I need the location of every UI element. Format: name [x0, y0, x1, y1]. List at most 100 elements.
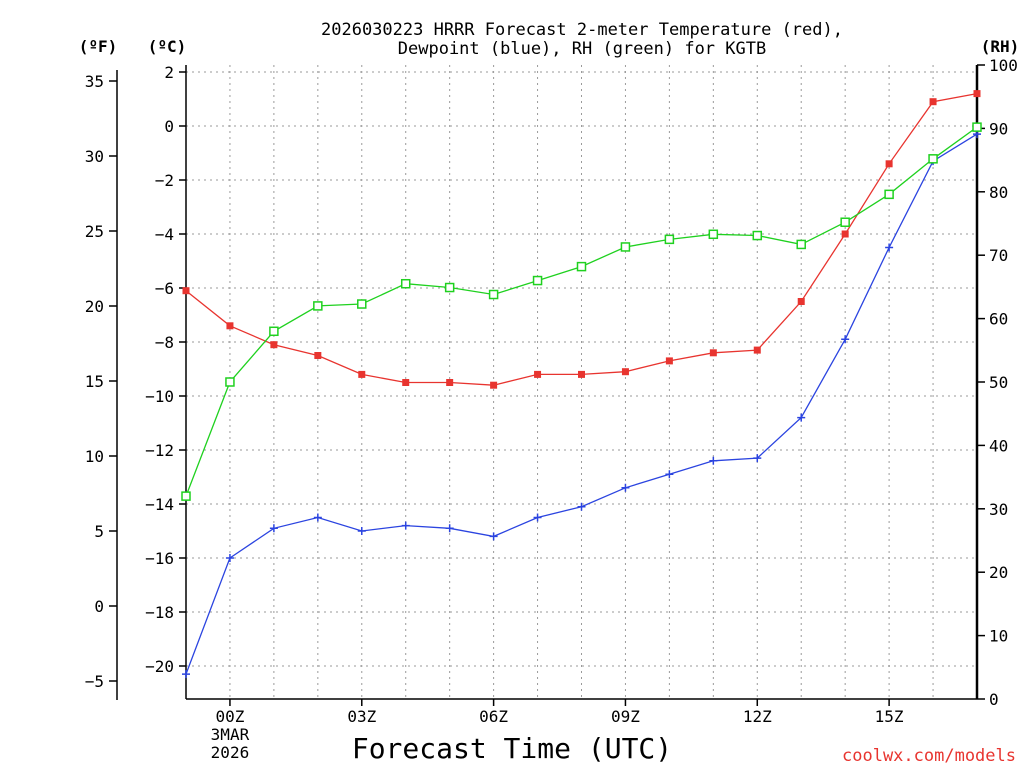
temperature-point — [841, 230, 849, 238]
dewpoint-point — [709, 456, 718, 465]
temperature-point — [226, 322, 234, 330]
rh-tick-label: 30 — [989, 500, 1008, 519]
rh-point — [840, 217, 850, 227]
temperature-point — [182, 287, 190, 295]
dewpoint-point — [885, 243, 894, 252]
fahrenheit-tick-label: 25 — [85, 222, 104, 241]
temperature-point — [534, 370, 542, 378]
dewpoint-point — [445, 524, 454, 533]
celsius-tick-label: −10 — [145, 387, 174, 406]
temperature-point — [665, 357, 673, 365]
fahrenheit-tick-label: 35 — [85, 72, 104, 91]
dewpoint-point — [665, 470, 674, 479]
celsius-tick-label: −2 — [155, 171, 174, 190]
rh-point — [400, 278, 411, 289]
dewpoint-point — [841, 335, 850, 344]
rh-tick-label: 0 — [989, 690, 999, 709]
dewpoint-point — [577, 502, 586, 511]
celsius-tick-label: −20 — [145, 657, 174, 676]
rh-tick-label: 60 — [989, 310, 1008, 329]
celsius-tick-label: −6 — [155, 279, 174, 298]
rh-point — [269, 326, 279, 337]
temperature-point — [402, 379, 410, 386]
rh-point — [181, 491, 191, 501]
credit-text: coolwx.com/models — [842, 746, 1016, 766]
rh-tick-label: 80 — [989, 183, 1008, 202]
rh-point — [225, 377, 235, 387]
rh-point — [444, 282, 455, 293]
x-tick-label: 00Z — [215, 707, 244, 726]
fahrenheit-tick-label: 20 — [85, 297, 104, 316]
dewpoint-point — [753, 454, 762, 463]
temperature-point — [446, 379, 454, 386]
fahrenheit-tick-label: −5 — [85, 672, 104, 691]
rh-point — [357, 299, 367, 309]
grid-lines — [186, 65, 977, 699]
rh-point — [752, 230, 763, 241]
dewpoint-point — [182, 670, 190, 679]
x-tick-date-label: 3MAR — [211, 725, 250, 744]
rh-point — [313, 301, 323, 311]
temperature-point — [885, 160, 893, 168]
rh-tick-label: 70 — [989, 246, 1008, 265]
rh-point — [576, 261, 587, 272]
temperature-point — [753, 346, 761, 354]
celsius-tick-label: −8 — [155, 333, 174, 352]
series-dewpoint — [182, 130, 981, 679]
x-tick-year-label: 2026 — [211, 743, 250, 762]
rh-point — [532, 275, 543, 286]
rh-point — [928, 154, 938, 164]
rh-tick-label: 10 — [989, 627, 1008, 646]
rh-point — [620, 242, 631, 252]
fahrenheit-tick-label: 0 — [94, 597, 104, 616]
x-axis-label: Forecast Time (UTC) — [352, 732, 672, 765]
rh-tick-label: 90 — [989, 119, 1008, 138]
dewpoint-point — [489, 532, 498, 541]
unit-fahrenheit: (ºF) — [79, 37, 118, 56]
rh-point — [972, 122, 982, 132]
dewpoint-point — [401, 521, 410, 530]
celsius-tick-label: −12 — [145, 441, 174, 460]
chart-title-line2: Dewpoint (blue), RH (green) for KGTB — [398, 39, 766, 59]
celsius-tick-label: −16 — [145, 549, 174, 568]
temperature-point — [314, 352, 322, 359]
axes: 20−2−4−6−8−10−12−14−16−18−20353025201510… — [85, 56, 1018, 762]
series-rh — [181, 122, 982, 501]
rh-tick-label: 40 — [989, 436, 1008, 455]
unit-rh: (RH) — [981, 37, 1020, 56]
fahrenheit-tick-label: 15 — [85, 372, 104, 391]
fahrenheit-tick-label: 30 — [85, 147, 104, 166]
temperature-point — [490, 381, 498, 389]
dewpoint-point — [313, 513, 322, 522]
celsius-tick-label: −14 — [145, 495, 174, 514]
unit-celsius: (ºC) — [148, 37, 187, 56]
x-tick-label: 12Z — [743, 707, 772, 726]
temperature-point — [929, 98, 937, 106]
rh-point — [664, 234, 675, 245]
rh-point — [796, 239, 806, 250]
temperature-point — [358, 370, 366, 378]
x-tick-label: 03Z — [347, 707, 376, 726]
dewpoint-point — [357, 527, 366, 535]
dewpoint-point — [621, 483, 630, 492]
celsius-tick-label: 0 — [164, 117, 174, 136]
x-tick-label: 15Z — [875, 707, 904, 726]
dewpoint-point — [533, 513, 542, 522]
x-tick-label: 09Z — [611, 707, 640, 726]
celsius-tick-label: −4 — [155, 225, 174, 244]
dewpoint-point — [797, 413, 806, 422]
rh-point — [708, 229, 719, 240]
fahrenheit-tick-label: 10 — [85, 447, 104, 466]
temperature-point — [709, 349, 717, 357]
temperature-point — [973, 90, 981, 98]
temperature-point — [797, 298, 805, 305]
celsius-tick-label: −18 — [145, 603, 174, 622]
dewpoint-point — [225, 554, 234, 562]
rh-tick-label: 100 — [989, 56, 1018, 75]
chart-title-line1: 2026030223 HRRR Forecast 2-meter Tempera… — [321, 20, 843, 40]
x-tick-label: 06Z — [479, 707, 508, 726]
rh-point — [488, 289, 499, 300]
temperature-point — [621, 368, 629, 376]
temperature-point — [270, 341, 278, 349]
